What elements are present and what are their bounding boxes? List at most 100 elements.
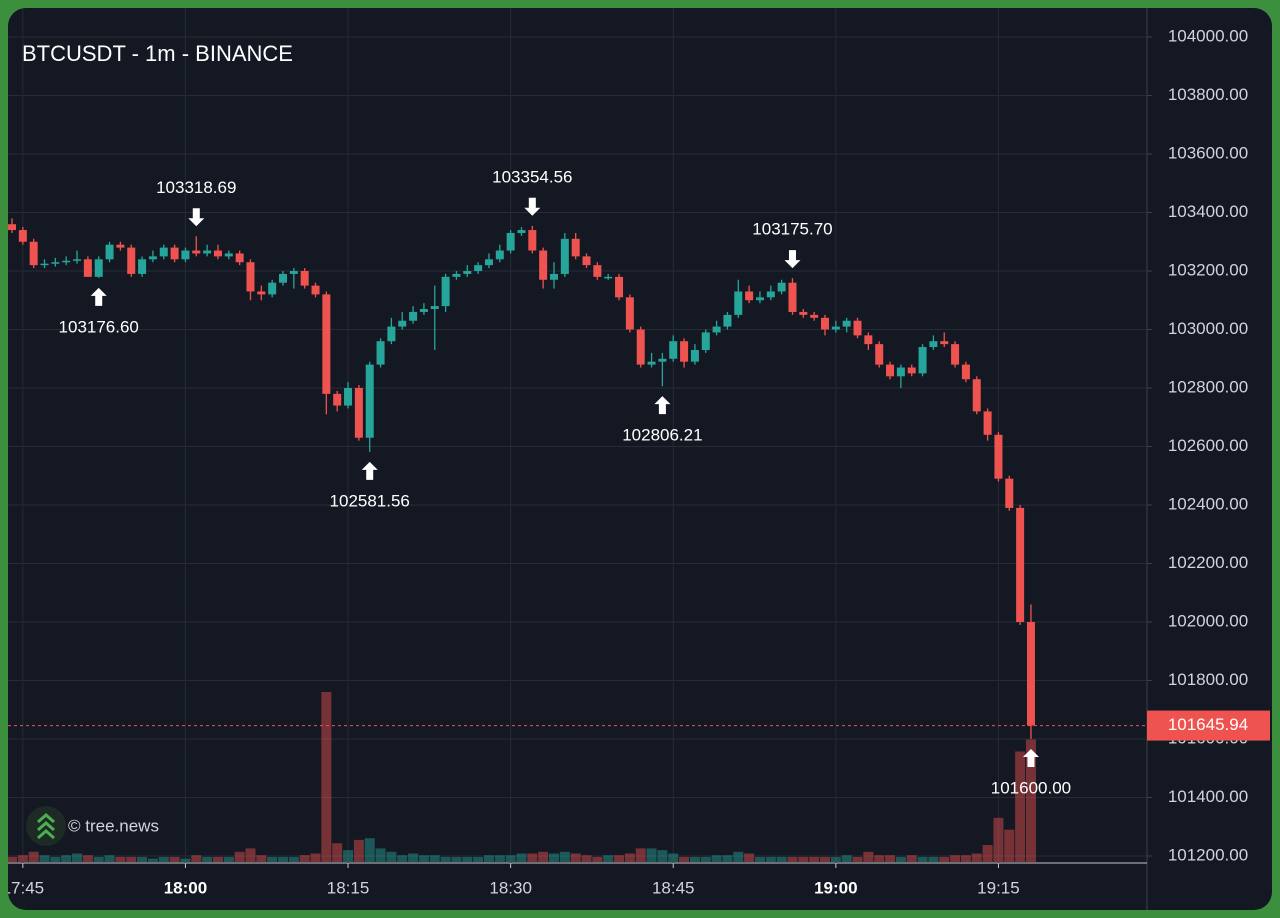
candle-body (29, 241, 38, 266)
y-tick-label: 103400.00 (1168, 202, 1248, 221)
volume-bar (906, 855, 917, 862)
x-tick-label: 18:45 (652, 878, 695, 897)
volume-bar (516, 853, 527, 862)
volume-bar (917, 856, 928, 862)
last-price-box (1147, 710, 1270, 741)
x-tick-label: 18:00 (164, 878, 207, 897)
volume-bar (679, 856, 690, 862)
candle-body (593, 265, 602, 277)
candle-body (712, 326, 721, 333)
volume-bar (689, 856, 700, 862)
candle-body (289, 271, 298, 274)
candle-body (387, 326, 396, 342)
candle-body (961, 364, 970, 380)
volume-bar (787, 856, 798, 862)
volume-bar (256, 855, 267, 862)
x-tick-label: 19:00 (814, 878, 857, 897)
candle-body (474, 265, 483, 271)
candle-body (539, 250, 548, 280)
volume-bar (93, 856, 104, 862)
candle-body (105, 244, 114, 260)
candle-body (810, 314, 819, 318)
volume-bar (527, 853, 538, 862)
volume-bar (245, 848, 256, 862)
annotation-arrow (524, 197, 541, 216)
volume-bar (950, 855, 961, 862)
volume-bar (212, 856, 223, 862)
volume-bar (17, 855, 28, 862)
volume-bar (418, 855, 429, 862)
candle-body (918, 347, 927, 374)
annotation-arrow (1022, 749, 1039, 767)
candle-body (745, 291, 754, 301)
volume-bar (408, 853, 419, 862)
volume-bar (288, 856, 299, 862)
volume-bar (1025, 739, 1036, 862)
volume-bar (267, 856, 278, 862)
candle-body (181, 250, 190, 260)
volume-bar (72, 853, 83, 862)
volume-bar (722, 855, 733, 862)
y-tick-label: 104000.00 (1168, 26, 1248, 45)
x-tick-label: 19:15 (977, 878, 1020, 897)
volume-bar (885, 855, 896, 862)
candle-body (268, 282, 277, 295)
volume-bar (603, 855, 614, 862)
candle-body (354, 388, 363, 438)
volume-bar (429, 855, 440, 862)
candle-body (40, 263, 49, 266)
annotation-arrow (361, 461, 378, 480)
volume-bar (863, 851, 874, 862)
candle-body (73, 259, 82, 261)
volume-bar (744, 853, 755, 862)
y-tick-label: 102600.00 (1168, 436, 1248, 455)
volume-bar (971, 853, 982, 862)
candle-body (409, 311, 418, 321)
candle-body (983, 411, 992, 435)
candle-body (203, 250, 212, 254)
plot: 101200.00 101400.00 101600.00 101800.00 1020… (8, 8, 1248, 910)
volume-bar (234, 851, 245, 862)
volume-bar (278, 856, 288, 862)
volume-bar (798, 856, 809, 862)
annotation-label: 102806.21 (622, 426, 702, 445)
candle-body (159, 247, 168, 257)
annotation-label: 101600.00 (991, 778, 1071, 797)
volume-bar (895, 856, 906, 862)
candle-body (376, 341, 385, 365)
candle-body (62, 260, 71, 263)
volume-bar (483, 855, 494, 862)
volume-bar (375, 848, 386, 862)
candle-body (647, 361, 656, 365)
candle-body (94, 259, 103, 277)
annotation-label: 102581.56 (330, 491, 410, 510)
candle-body (625, 297, 634, 330)
candle-body (430, 306, 439, 310)
candle-body (484, 259, 493, 266)
candle-body (994, 434, 1003, 479)
volume-bar (332, 843, 343, 862)
y-tick-label: 103800.00 (1168, 85, 1248, 104)
candle-body (669, 341, 678, 359)
candle-body (116, 244, 125, 248)
y-tick-label: 103200.00 (1168, 260, 1248, 279)
candle-body (701, 332, 710, 350)
candle-body (333, 393, 342, 406)
candle-body (257, 291, 266, 295)
volume-bar (82, 855, 93, 862)
y-tick-label: 102800.00 (1168, 377, 1248, 396)
volume-bar (494, 855, 505, 862)
volume-bar (733, 851, 744, 862)
candle-body (148, 256, 157, 260)
volume-bar (473, 856, 484, 862)
candle-body (788, 282, 797, 312)
candle-body (463, 271, 472, 274)
volume-bar (657, 850, 668, 862)
volume-bar (592, 856, 603, 862)
volume-bar (1004, 829, 1015, 862)
volume-bar (202, 856, 213, 862)
y-tick-label: 101400.00 (1168, 787, 1248, 806)
volume-bar (993, 817, 1004, 862)
volume-bar (820, 856, 830, 862)
annotation-label: 103354.56 (492, 167, 572, 186)
